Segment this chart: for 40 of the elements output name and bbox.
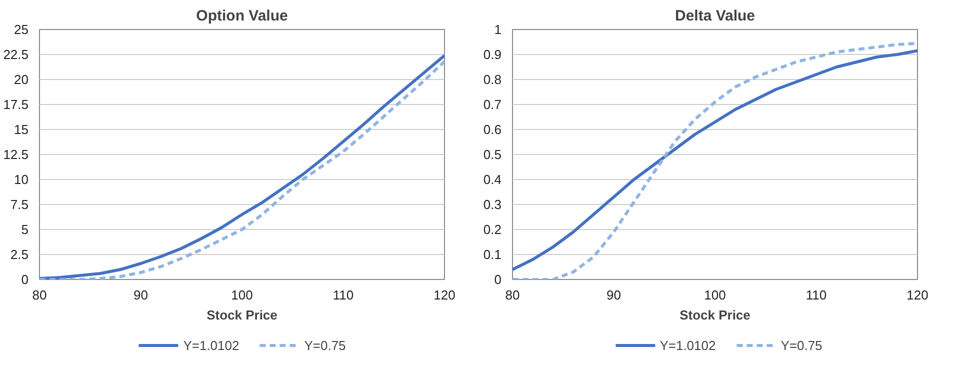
y-tick-label: 0	[21, 272, 29, 287]
x-tick-label: 80	[505, 288, 520, 302]
legend-label: Y=0.75	[780, 338, 822, 352]
y-tick-label: 25	[14, 22, 29, 37]
x-axis-title: Stock Price	[680, 308, 750, 322]
x-tick-label: 90	[134, 288, 148, 302]
y-tick-label: 0.1	[483, 247, 502, 262]
y-tick-label: 20	[14, 72, 29, 87]
y-tick-label: 0	[494, 272, 502, 287]
y-tick-label: 0.8	[483, 72, 502, 87]
x-axis-title: Stock Price	[206, 308, 278, 322]
y-tick-label: 0.5	[483, 147, 502, 162]
y-tick-label: 0.6	[483, 122, 502, 137]
y-tick-label: 15	[14, 122, 29, 137]
legend-label: Y=0.75	[304, 338, 346, 352]
x-tick-label: 110	[806, 288, 827, 302]
legend-label: Y=1.0102	[183, 338, 240, 352]
y-tick-label: 1	[494, 22, 502, 37]
x-tick-label: 90	[606, 288, 621, 302]
y-tick-label: 12.5	[3, 147, 29, 162]
chart-title: Option Value	[196, 8, 288, 24]
x-tick-label: 110	[332, 288, 354, 302]
y-tick-label: 0.9	[483, 47, 502, 62]
y-tick-label: 22.5	[3, 47, 29, 62]
x-tick-label: 120	[906, 288, 928, 302]
y-tick-label: 0.2	[483, 222, 502, 237]
x-tick-label: 80	[32, 288, 47, 302]
y-tick-label: 0.4	[483, 172, 502, 187]
x-tick-label: 120	[434, 288, 456, 302]
y-tick-label: 2.5	[10, 247, 29, 262]
chart-title: Delta Value	[674, 8, 756, 24]
y-tick-label: 5	[21, 222, 29, 237]
x-tick-label: 100	[231, 288, 253, 302]
y-tick-label: 0.7	[483, 97, 502, 112]
y-tick-label: 0.3	[483, 197, 502, 212]
y-tick-label: 10	[14, 172, 29, 187]
y-tick-label: 17.5	[3, 97, 29, 112]
legend-label: Y=1.0102	[660, 338, 716, 352]
x-tick-label: 100	[704, 288, 726, 302]
y-tick-label: 7.5	[10, 197, 29, 212]
